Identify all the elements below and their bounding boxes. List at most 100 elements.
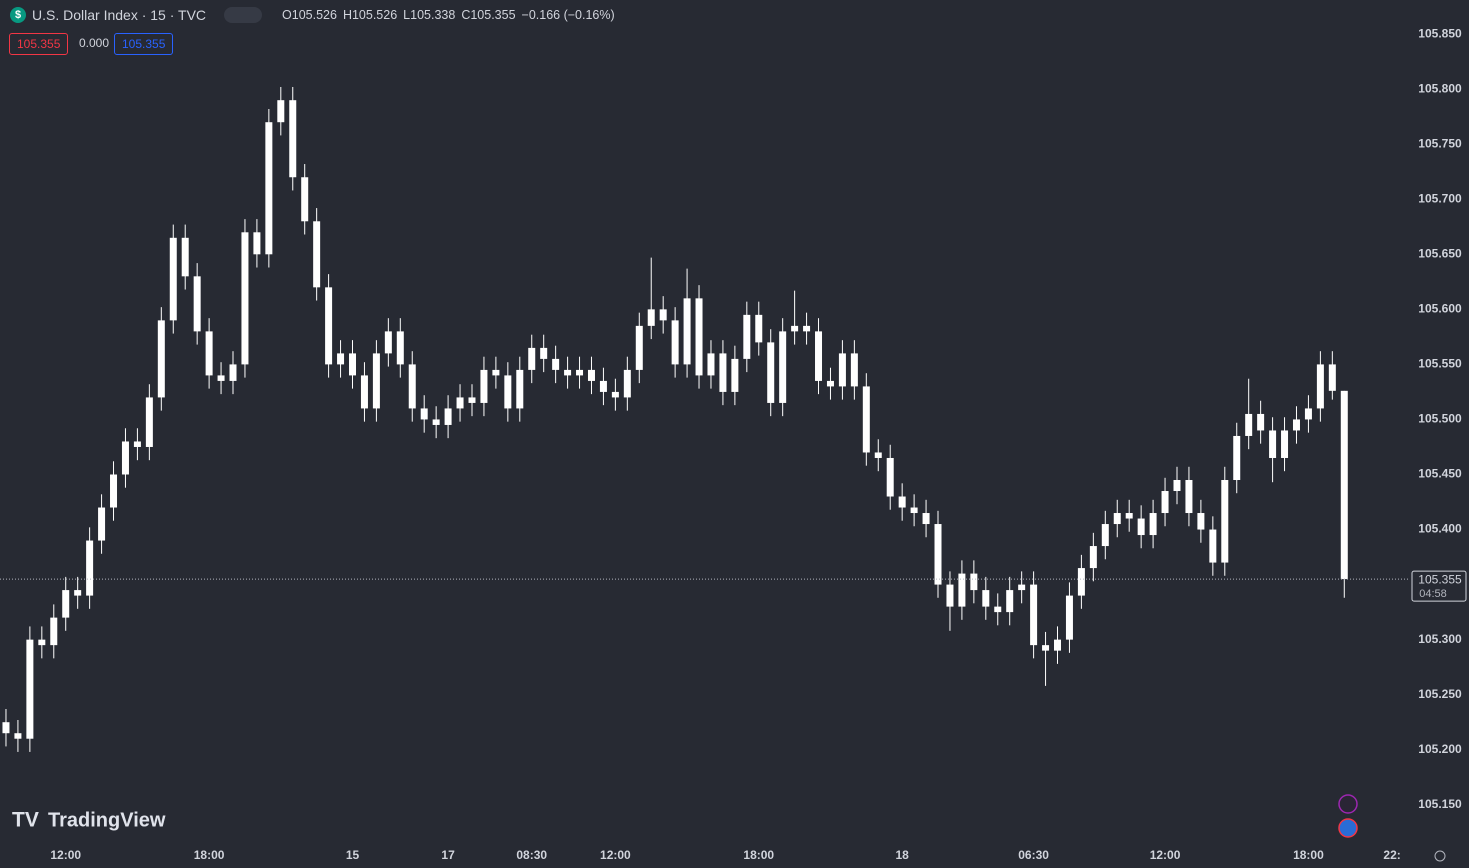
candle-body — [14, 733, 22, 739]
x-tick-label: 18:00 — [194, 848, 225, 862]
candle-body — [1197, 513, 1205, 530]
candle-body — [1089, 546, 1097, 569]
candle-body — [349, 353, 356, 376]
candle-body — [874, 452, 882, 458]
candle-body — [970, 573, 978, 591]
x-tick-label: 18 — [895, 848, 909, 862]
candle-body — [1113, 513, 1121, 525]
candle-body — [74, 590, 82, 596]
last-price-label: 105.355 — [1418, 572, 1462, 586]
candle-body — [217, 375, 225, 381]
candle-body — [635, 325, 643, 370]
candle-body — [1185, 480, 1193, 514]
candle-body — [659, 309, 667, 321]
candle-body — [1149, 513, 1157, 536]
x-tick-label: 08:30 — [516, 848, 547, 862]
event-icon[interactable] — [1338, 818, 1358, 838]
candle-body — [456, 397, 464, 409]
candle-body — [707, 353, 715, 376]
candle-body — [504, 375, 512, 409]
candle-body — [1054, 639, 1061, 651]
sell-badge[interactable]: 105.355 — [9, 33, 69, 55]
candle-body — [683, 298, 691, 365]
candle-body — [647, 309, 655, 326]
candle-body — [1233, 435, 1241, 480]
candle-body — [611, 391, 619, 398]
x-tick-label: 12:00 — [50, 848, 81, 862]
candle-body — [2, 722, 10, 734]
candle-body — [169, 237, 177, 321]
y-tick-label: 105.150 — [1418, 797, 1462, 811]
candle-body — [492, 369, 500, 376]
candle-body — [1161, 491, 1169, 514]
candle-body — [695, 298, 703, 376]
candle-body — [1137, 518, 1145, 536]
candle-body — [1221, 480, 1229, 563]
y-tick-label: 105.700 — [1418, 191, 1462, 205]
candle-body — [719, 353, 727, 392]
ohlc-item: −0.166 (−0.16%) — [521, 8, 615, 22]
candle-body — [1065, 595, 1073, 640]
settings-icon[interactable] — [1434, 850, 1446, 862]
y-tick-label: 105.500 — [1418, 412, 1462, 426]
candle-body — [1209, 529, 1217, 563]
buy-badge[interactable]: 105.355 — [114, 33, 174, 55]
candle-body — [671, 320, 679, 365]
candle-body — [277, 100, 285, 123]
candle-body — [1018, 584, 1026, 591]
y-tick-label: 105.300 — [1418, 632, 1462, 646]
candle-body — [193, 276, 201, 332]
candle-body — [384, 331, 392, 354]
candle-body — [1340, 390, 1348, 580]
candle-body — [803, 325, 811, 332]
y-tick-label: 105.400 — [1418, 522, 1462, 536]
candle-body — [420, 408, 428, 420]
y-tick-label: 105.550 — [1418, 357, 1462, 371]
candle-body — [982, 590, 990, 607]
ohlc-item: C105.355 — [461, 8, 516, 22]
candle-body — [62, 590, 70, 618]
ohlc-item: O105.526 — [282, 8, 337, 22]
candle-body — [468, 397, 476, 403]
candle-body — [1042, 645, 1050, 651]
y-tick-label: 105.200 — [1418, 742, 1462, 756]
symbol-icon: $ — [10, 7, 26, 23]
candle-body — [898, 496, 906, 508]
y-tick-label: 105.800 — [1418, 81, 1462, 95]
candle-body — [994, 606, 1002, 613]
x-tick-label: 17 — [441, 848, 455, 862]
x-tick-label: 22: — [1383, 848, 1400, 862]
candle-body — [157, 320, 165, 398]
candle-body — [301, 177, 309, 222]
candle-body — [826, 380, 834, 387]
candle-body — [1030, 584, 1038, 646]
symbol-title[interactable]: U.S. Dollar Index · 15 · TVC — [32, 7, 207, 23]
candle-body — [1077, 568, 1085, 596]
candle-body — [289, 100, 297, 178]
candle-body — [444, 408, 452, 425]
x-tick-label: 06:30 — [1018, 848, 1049, 862]
candle-body — [1281, 430, 1289, 458]
candle-body — [26, 639, 34, 739]
candle-body — [934, 524, 942, 585]
ohlc-values: O105.526 H105.526 L105.338 C105.355 −0.166 (… — [282, 8, 621, 22]
candle-body — [910, 507, 918, 514]
ohlc-item: H105.526 — [342, 8, 398, 22]
candle-body — [958, 573, 966, 607]
candle-body — [815, 331, 823, 381]
candle-body — [98, 507, 106, 541]
candle-body — [50, 617, 58, 646]
x-tick-label: 18:00 — [743, 848, 774, 862]
status-pill[interactable] — [224, 7, 263, 23]
candle-body — [587, 369, 595, 381]
y-tick-label: 105.600 — [1418, 302, 1462, 316]
candle-body — [731, 358, 739, 392]
candle-body — [133, 441, 141, 447]
candle-body — [1101, 524, 1109, 547]
candle-body — [205, 331, 213, 376]
candle-body — [265, 122, 273, 255]
event-icon[interactable] — [1338, 794, 1358, 814]
last-price-box — [1411, 570, 1467, 602]
candle-body — [862, 386, 870, 453]
candle-body — [767, 342, 775, 403]
